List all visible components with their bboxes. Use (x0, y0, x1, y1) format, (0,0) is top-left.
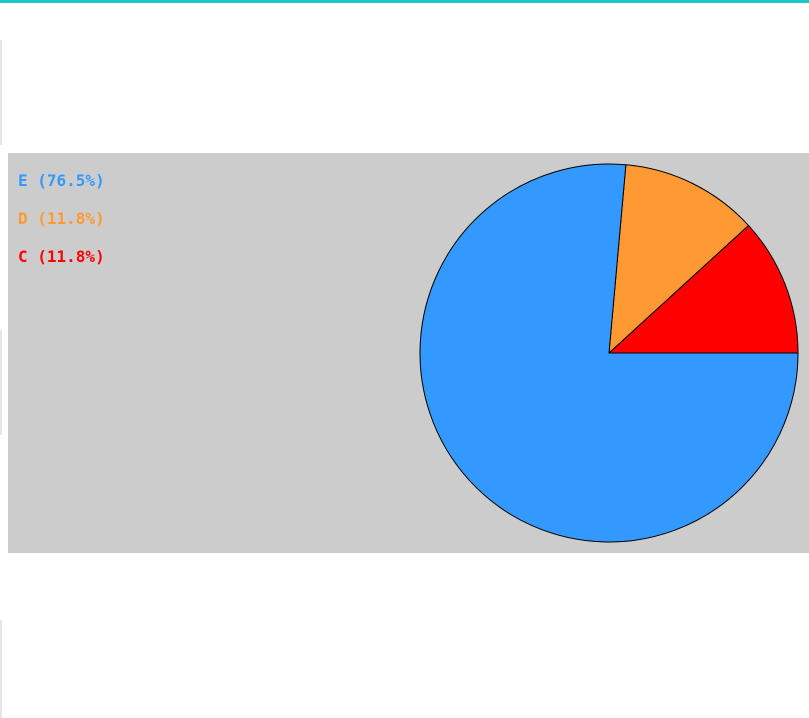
chart-legend: E (76.5%) D (11.8%) C (11.8%) (18, 171, 105, 285)
left-edge-mark (0, 330, 2, 435)
pie-chart-panel: E (76.5%) D (11.8%) C (11.8%) (8, 153, 809, 553)
pie-slice-e (419, 163, 799, 543)
pie-slice-d (608, 164, 750, 355)
pie-chart (419, 163, 799, 543)
left-edge-mark (0, 620, 2, 718)
legend-item-d: D (11.8%) (18, 209, 105, 228)
legend-item-c: C (11.8%) (18, 247, 105, 266)
left-edge-mark (0, 40, 2, 145)
legend-item-e: E (76.5%) (18, 171, 105, 190)
top-rule (0, 0, 809, 3)
pie-slice-c (607, 224, 799, 354)
